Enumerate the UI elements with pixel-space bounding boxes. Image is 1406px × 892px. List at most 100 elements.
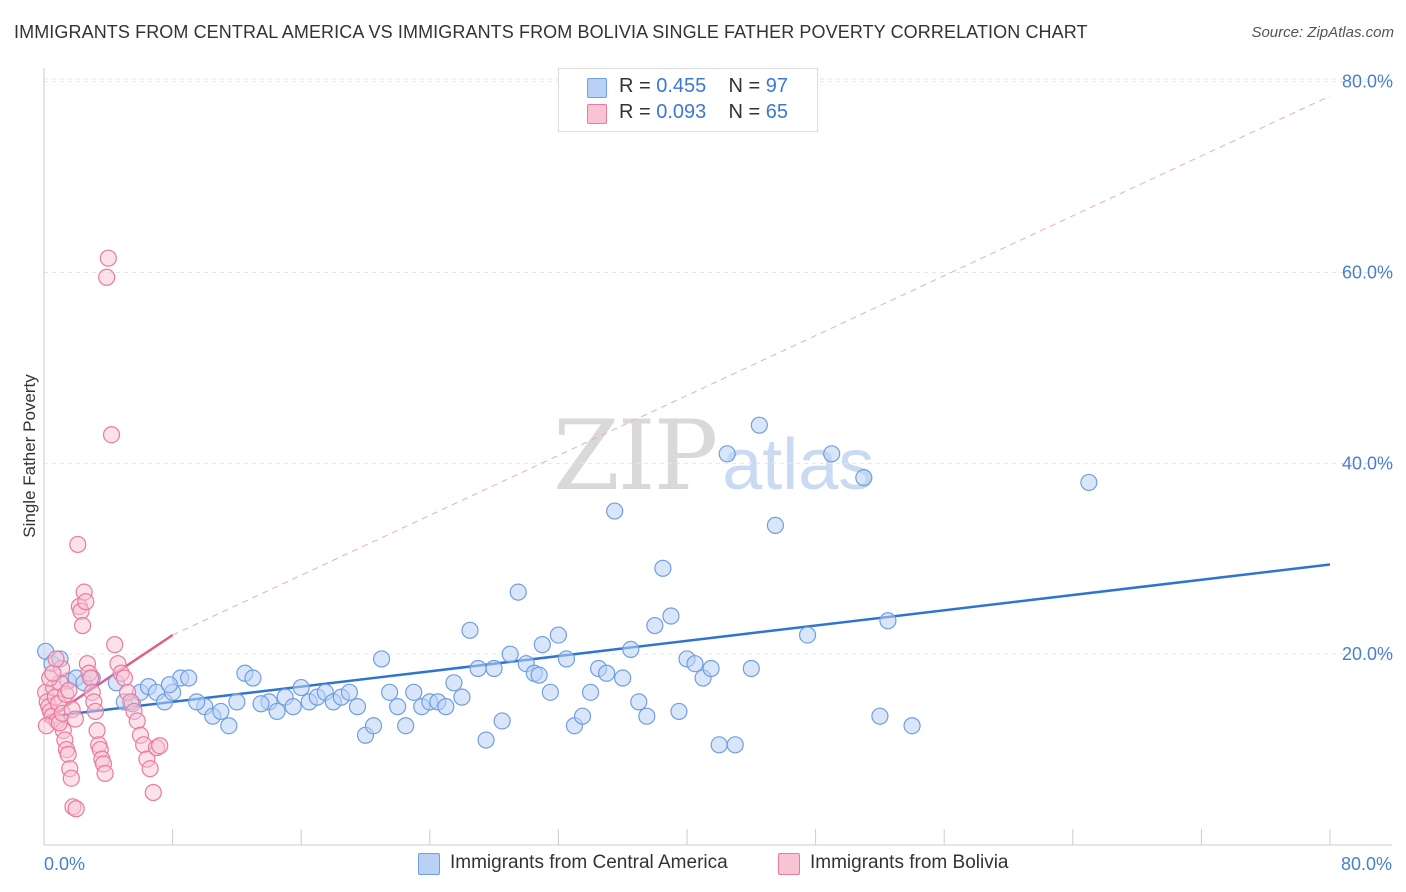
- central-america-point: [244, 669, 262, 687]
- central-america-point: [509, 583, 527, 601]
- central-america-point: [469, 659, 487, 678]
- correlation-legend: R = 0.455 N = 97 R = 0.093 N = 65: [558, 68, 818, 132]
- y-tick-label: 60.0%: [1342, 263, 1393, 283]
- bolivia-point: [66, 710, 84, 728]
- central-america-point: [533, 636, 551, 654]
- bolivia-point: [44, 664, 62, 682]
- central-america-point: [437, 698, 455, 716]
- y-axis-title: Single Father Poverty: [20, 374, 39, 538]
- series-bolivia-points: [37, 249, 169, 818]
- legend-swatch-pink: [587, 104, 607, 124]
- bolivia-point: [151, 737, 169, 755]
- central-america-point: [903, 717, 921, 735]
- tick-labels: 20.0% 40.0% 60.0% 80.0% 0.0% 80.0%: [44, 72, 1393, 874]
- central-america-point: [871, 707, 889, 725]
- axes: [43, 68, 1392, 846]
- central-america-point: [453, 688, 471, 706]
- bolivia-trend-extension: [172, 95, 1331, 636]
- central-america-point: [622, 640, 640, 658]
- central-america-point: [188, 693, 206, 711]
- bolivia-point: [106, 636, 124, 654]
- series-central-america-points: [37, 416, 1098, 754]
- x-tick-label: 80.0%: [1341, 854, 1392, 874]
- central-america-point: [855, 469, 873, 487]
- chart-title: IMMIGRANTS FROM CENTRAL AMERICA VS IMMIG…: [14, 22, 1088, 42]
- bolivia-point: [77, 593, 95, 611]
- central-america-point: [228, 693, 246, 711]
- bolivia-point: [102, 426, 121, 444]
- central-america-point: [212, 702, 230, 721]
- central-america-point: [348, 698, 367, 716]
- x-tick-label: 0.0%: [44, 854, 85, 874]
- bolivia-point: [86, 702, 105, 721]
- central-america-point: [389, 698, 407, 716]
- central-america-point: [798, 626, 817, 644]
- source-label: Source: ZipAtlas.com: [1251, 24, 1394, 41]
- bolivia-point: [82, 669, 100, 687]
- central-america-point: [766, 516, 785, 534]
- watermark-zip: ZIP: [553, 400, 718, 512]
- central-america-point: [530, 666, 548, 684]
- central-america-point: [654, 559, 672, 577]
- central-america-point: [670, 702, 688, 721]
- bolivia-point: [59, 745, 77, 763]
- legend-n-value: 65: [765, 101, 789, 123]
- central-america-point: [252, 695, 270, 713]
- central-america-point: [477, 731, 495, 749]
- bottom-legend-label: Immigrants from Central America: [450, 852, 728, 873]
- central-america-point: [686, 655, 704, 673]
- watermark: ZIPatlas: [553, 400, 874, 512]
- bolivia-point: [99, 249, 117, 267]
- bolivia-point: [141, 760, 159, 778]
- central-america-point: [405, 683, 423, 701]
- central-america-point: [702, 659, 720, 678]
- central-america-point: [606, 502, 624, 520]
- central-america-point: [630, 693, 648, 711]
- central-america-point: [614, 669, 632, 687]
- bolivia-point: [115, 669, 133, 687]
- bolivia-point: [47, 650, 65, 668]
- central-america-point: [397, 717, 415, 735]
- bolivia-point: [62, 769, 80, 787]
- central-america-point: [292, 678, 310, 697]
- central-america-point: [461, 621, 479, 639]
- central-america-point: [1080, 473, 1098, 492]
- central-america-trend-line: [43, 563, 1331, 719]
- central-america-point: [710, 736, 728, 754]
- central-america-point: [340, 683, 359, 701]
- bolivia-point: [60, 681, 78, 700]
- central-america-point: [284, 698, 302, 716]
- central-america-point: [541, 683, 559, 701]
- bolivia-point: [128, 712, 146, 730]
- legend-r-value: 0.455: [656, 75, 707, 97]
- central-america-point: [662, 607, 680, 625]
- central-america-point: [445, 674, 463, 692]
- bottom-legend-swatch-pink: [778, 853, 800, 875]
- central-america-point: [573, 707, 592, 725]
- legend-n-label: N =: [728, 75, 766, 97]
- central-america-point: [364, 717, 383, 735]
- central-america-point: [180, 669, 198, 687]
- central-america-point: [823, 445, 841, 463]
- bolivia-point: [67, 800, 85, 818]
- central-america-point: [268, 702, 286, 721]
- y-tick-label: 20.0%: [1342, 644, 1393, 664]
- bottom-legend-swatch-blue: [418, 853, 440, 875]
- bolivia-point: [96, 764, 114, 783]
- central-america-point: [598, 664, 616, 682]
- bolivia-point: [69, 535, 87, 554]
- y-tick-label: 40.0%: [1342, 453, 1393, 473]
- central-america-point: [581, 683, 600, 701]
- central-america-point: [493, 712, 511, 730]
- y-tick-label: 80.0%: [1342, 72, 1393, 92]
- central-america-point: [381, 683, 399, 701]
- bolivia-point: [144, 783, 162, 802]
- central-america-point: [160, 676, 178, 694]
- legend-n-label: N =: [728, 101, 766, 123]
- bottom-legend-label: Immigrants from Bolivia: [810, 852, 1009, 873]
- central-america-point: [220, 717, 238, 735]
- central-america-point: [879, 612, 897, 630]
- central-america-point: [742, 659, 760, 678]
- bolivia-point: [73, 616, 92, 635]
